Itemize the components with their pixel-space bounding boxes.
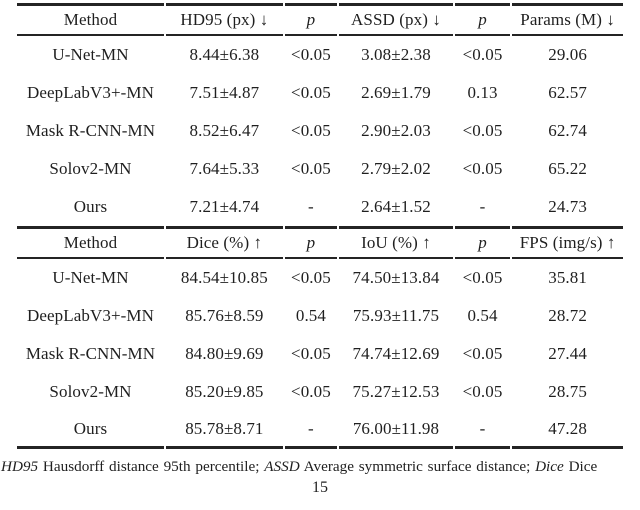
cell-p-value: <0.05 [462, 344, 503, 363]
cell-assd: 3.08±2.38 [361, 45, 431, 64]
col-header-method: Method [17, 226, 164, 259]
table-row: DeepLabV3+-MN 85.76±8.59 0.54 75.93±11.7… [17, 297, 623, 335]
col-header-dice: Dice (%) ↑ [165, 226, 283, 259]
table-row: Ours 7.21±4.74 - 2.64±1.52 - 24.73 [17, 188, 623, 226]
cell-iou: 75.27±12.53 [352, 382, 440, 401]
cell-p-value: <0.05 [291, 83, 331, 102]
cell-hd95: 7.21±4.74 [189, 197, 260, 216]
cell-params: 62.57 [548, 83, 587, 102]
table-row: Solov2-MN 7.64±5.33 <0.05 2.79±2.02 <0.0… [17, 150, 623, 188]
cell-iou: 76.00±11.98 [339, 411, 453, 449]
table-row: DeepLabV3+-MN 7.51±4.87 <0.05 2.69±1.79 … [17, 74, 623, 112]
col-header-fps: FPS (img/s) ↑ [512, 226, 623, 259]
cell-method: Solov2-MN [49, 159, 132, 178]
cell-assd: 2.69±1.79 [361, 83, 431, 102]
cell-fps: 47.28 [512, 411, 623, 449]
cell-method: Ours [17, 411, 164, 449]
cell-hd95: 8.52±6.47 [189, 121, 260, 140]
col-header-method: Method [17, 3, 164, 36]
table-row: Ours 85.78±8.71 - 76.00±11.98 - 47.28 [17, 411, 623, 449]
cell-p-value: <0.05 [462, 382, 503, 401]
cell-iou: 74.74±12.69 [352, 344, 440, 363]
cell-p-value: <0.05 [291, 344, 331, 363]
cell-dice: 85.20±9.85 [185, 382, 264, 401]
footnote-abbr-dice: Dice [535, 458, 564, 475]
cell-p-value: <0.05 [462, 159, 503, 178]
cell-fps: 27.44 [548, 344, 587, 363]
cell-p-value: <0.05 [462, 121, 503, 140]
cell-p-value: <0.05 [291, 121, 331, 140]
col-header-p-value-2: p [454, 226, 511, 259]
cell-iou: 74.50±13.84 [352, 268, 440, 287]
table2-header-row: Method Dice (%) ↑ p IoU (%) ↑ p FPS (img… [17, 226, 623, 259]
footnote-abbr-assd: ASSD [264, 458, 300, 475]
cell-fps: 28.72 [548, 306, 587, 325]
col-header-p-value-2: p [454, 3, 511, 36]
table-row: U-Net-MN 84.54±10.85 <0.05 74.50±13.84 <… [17, 259, 623, 297]
cell-assd: 2.64±1.52 [361, 197, 431, 216]
cell-p-value: 0.54 [467, 306, 498, 325]
cell-method: Mask R-CNN-MN [25, 121, 156, 140]
cell-dice: 85.76±8.59 [185, 306, 264, 325]
table1-header-row: Method HD95 (px) ↓ p ASSD (px) ↓ p Param… [17, 3, 623, 36]
cell-p-value: <0.05 [462, 45, 503, 64]
cell-fps: 28.75 [548, 382, 587, 401]
col-header-hd95: HD95 (px) ↓ [165, 3, 283, 36]
cell-p-value: 0.54 [295, 306, 327, 325]
cell-method: Mask R-CNN-MN [25, 344, 156, 363]
cell-params: 65.22 [548, 159, 587, 178]
footnote-abbr-hd95: HD95 [1, 458, 39, 475]
cell-fps: 35.81 [548, 268, 587, 287]
table-row: U-Net-MN 8.44±6.38 <0.05 3.08±2.38 <0.05… [17, 36, 623, 74]
table-row: Mask R-CNN-MN 84.80±9.69 <0.05 74.74±12.… [17, 335, 623, 373]
cell-p-value: <0.05 [291, 159, 331, 178]
cell-method: U-Net-MN [52, 45, 129, 64]
col-header-assd: ASSD (px) ↓ [339, 3, 453, 36]
cell-dice: 84.54±10.85 [180, 268, 268, 287]
cell-hd95: 7.64±5.33 [189, 159, 260, 178]
cell-p-value: - [454, 411, 511, 449]
cell-dice: 85.78±8.71 [165, 411, 283, 449]
cell-method: U-Net-MN [52, 268, 129, 287]
col-header-p-value-1: p [284, 3, 338, 36]
col-header-p-value-1: p [284, 226, 338, 259]
cell-method: DeepLabV3+-MN [26, 306, 154, 325]
table-footnote: HD95 Hausdorff distance 95th percentile;… [0, 458, 640, 476]
cell-p-value: <0.05 [291, 45, 331, 64]
cell-params: 24.73 [548, 197, 587, 216]
col-header-iou: IoU (%) ↑ [339, 226, 453, 259]
cell-iou: 75.93±11.75 [352, 306, 440, 325]
cell-p-value: 0.13 [467, 83, 498, 102]
cell-dice: 84.80±9.69 [185, 344, 264, 363]
table-distance-metrics: Method HD95 (px) ↓ p ASSD (px) ↓ p Param… [15, 3, 625, 226]
cell-hd95: 7.51±4.87 [189, 83, 260, 102]
cell-params: 29.06 [548, 45, 587, 64]
cell-method: DeepLabV3+-MN [26, 83, 154, 102]
table-row: Mask R-CNN-MN 8.52±6.47 <0.05 2.90±2.03 … [17, 112, 623, 150]
footnote-def-hd95: Hausdorff distance 95th percentile; [38, 458, 265, 475]
table-row: Solov2-MN 85.20±9.85 <0.05 75.27±12.53 <… [17, 373, 623, 411]
cell-assd: 2.79±2.02 [361, 159, 431, 178]
cell-p-value: - [308, 197, 314, 216]
col-header-params: Params (M) ↓ [512, 3, 623, 36]
footnote-def-dice: Dice [563, 458, 598, 475]
page-number: 15 [312, 479, 328, 496]
cell-method: Solov2-MN [49, 382, 132, 401]
footnote-def-assd: Average symmetric surface distance; [299, 458, 536, 475]
cell-p-value: - [284, 411, 338, 449]
cell-p-value: <0.05 [291, 382, 331, 401]
cell-p-value: <0.05 [291, 268, 331, 287]
cell-p-value: - [479, 197, 486, 216]
cell-hd95: 8.44±6.38 [189, 45, 260, 64]
cell-method: Ours [73, 197, 108, 216]
table-overlap-metrics: Method Dice (%) ↑ p IoU (%) ↑ p FPS (img… [15, 226, 625, 449]
cell-assd: 2.90±2.03 [361, 121, 431, 140]
cell-p-value: <0.05 [462, 268, 503, 287]
cell-params: 62.74 [548, 121, 587, 140]
